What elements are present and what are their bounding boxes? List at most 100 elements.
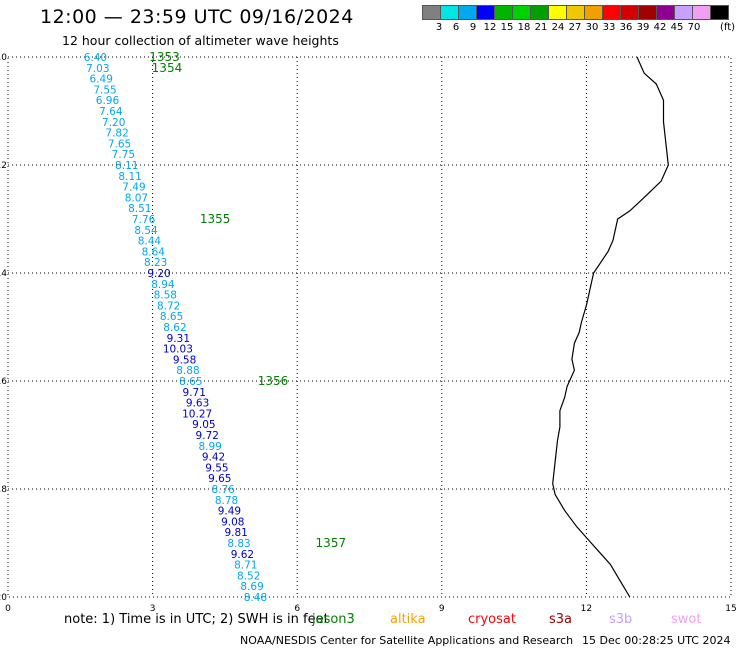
satellite-label-s3b: s3b — [609, 612, 633, 627]
x-tick-label: 6 — [294, 604, 300, 614]
y-tick-label: -10 — [0, 53, 7, 63]
swh-value-label: 8.11 — [118, 171, 141, 183]
y-tick-label: -12 — [0, 161, 7, 171]
x-tick-label: 15 — [725, 604, 736, 614]
swh-value-label: 8.62 — [163, 322, 186, 334]
orbit-number-label: 1354 — [152, 61, 183, 75]
coastline — [552, 56, 669, 598]
y-tick-label: -14 — [0, 269, 7, 279]
swh-value-label: 8.65 — [179, 376, 202, 388]
swh-value-label: 7.65 — [108, 138, 131, 150]
swh-value-label: 8.76 — [211, 484, 235, 496]
swh-value-label: 6.49 — [90, 74, 113, 86]
x-tick-label: 3 — [150, 604, 156, 614]
swh-value-label: 8.69 — [240, 581, 263, 593]
legend-label: 3 — [435, 22, 443, 33]
swh-value-label: 6.96 — [96, 95, 120, 107]
swh-value-label: 10.03 — [163, 344, 193, 356]
orbit-number-label: 1357 — [316, 536, 347, 550]
swh-value-label: 8.52 — [237, 570, 260, 582]
swh-value-label: 8.48 — [244, 592, 267, 604]
x-tick-label: 0 — [5, 604, 11, 614]
y-tick-label: -16 — [0, 377, 7, 387]
legend-label: 21 — [534, 22, 548, 33]
swh-value-label: 8.44 — [138, 236, 162, 248]
legend-label: 27 — [568, 22, 582, 33]
map-subtitle: 12 hour collection of altimeter wave hei… — [62, 33, 339, 48]
satellite-label-swot: swot — [671, 612, 702, 627]
swh-value-label: 8.23 — [144, 257, 167, 269]
swh-value-label: 9.05 — [192, 419, 215, 431]
map-frame — [7, 56, 732, 598]
legend-label: 24 — [551, 22, 565, 33]
swh-value-label: 8.71 — [234, 560, 257, 572]
swh-value-label: 7.20 — [102, 117, 125, 129]
generated-timestamp: 15 Dec 00:28:25 UTC 2024 — [582, 634, 731, 647]
swh-value-label: 7.76 — [132, 214, 156, 226]
legend-label: 36 — [619, 22, 633, 33]
orbit-number-label: 1356 — [258, 374, 289, 388]
swh-value-label: 8.58 — [154, 290, 177, 302]
y-tick-label: -18 — [0, 485, 7, 495]
swh-value-label: 8.88 — [176, 365, 199, 377]
swh-value-label: 9.55 — [205, 462, 228, 474]
swh-value-label: 7.64 — [99, 106, 123, 118]
legend-label: 30 — [585, 22, 599, 33]
satellite-label-s3a: s3a — [549, 612, 573, 627]
swh-value-label: 8.78 — [215, 495, 238, 507]
legend-label: 33 — [602, 22, 616, 33]
swh-value-label: 9.58 — [173, 354, 196, 366]
legend-unit: (ft) — [720, 22, 736, 33]
swh-value-label: 8.11 — [115, 160, 138, 172]
swh-value-label: 9.63 — [186, 398, 209, 410]
swh-value-label: 8.54 — [134, 225, 158, 237]
y-tick-label: -20 — [0, 593, 7, 603]
legend-labels: 3 6 9 12 15 18 21 24 27 30 33 36 39 42 45 70 — [422, 22, 728, 36]
x-tick-label: 9 — [439, 604, 445, 614]
satellite-label-cryosat: cryosat — [468, 612, 516, 627]
swh-value-label: 8.07 — [125, 192, 148, 204]
swh-value-label: 9.08 — [221, 516, 244, 528]
swh-value-label: 7.03 — [86, 63, 109, 75]
orbit-number-label: 1353 — [149, 50, 180, 64]
legend-label: 15 — [500, 22, 514, 33]
orbit-number-label: 1355 — [200, 212, 231, 226]
legend-label: 39 — [636, 22, 650, 33]
swh-value-label: 9.81 — [224, 527, 247, 539]
credit-text: NOAA/NESDIS Center for Satellite Applica… — [240, 634, 574, 647]
legend-label: 45 — [670, 22, 684, 33]
legend-label: 70 — [687, 22, 701, 33]
swh-value-label: 8.64 — [142, 246, 166, 258]
legend-label: 9 — [469, 22, 477, 33]
x-tick-label: 12 — [581, 604, 592, 614]
swh-value-label: 7.55 — [93, 84, 116, 96]
satellite-label-jason3: jason3 — [312, 612, 355, 627]
swh-value-label: 9.72 — [196, 430, 219, 442]
swh-value-label: 8.94 — [151, 279, 175, 291]
swh-value-label: 6.40 — [84, 52, 107, 64]
legend-swatch — [710, 5, 729, 20]
legend-label: 6 — [452, 22, 460, 33]
swh-value-label: 7.82 — [105, 128, 128, 140]
swh-value-label: 8.83 — [227, 538, 250, 550]
map-title: 12:00 — 23:59 UTC 09/16/2024 — [40, 6, 354, 28]
swh-value-label: 9.42 — [202, 452, 225, 464]
swh-value-label: 7.75 — [112, 149, 135, 161]
swh-value-label: 7.49 — [122, 182, 145, 194]
swh-value-label: 9.62 — [231, 549, 254, 561]
legend-label: 12 — [483, 22, 497, 33]
color-legend: 3 6 9 12 15 18 21 24 27 30 33 36 39 42 45 70 (ft) — [422, 5, 735, 36]
swh-value-label: 10.27 — [182, 408, 212, 420]
swh-value-label: 8.72 — [157, 300, 180, 312]
swh-value-label: 9.31 — [167, 333, 190, 345]
swh-value-label: 8.65 — [160, 311, 183, 323]
legend-label: 42 — [653, 22, 667, 33]
swh-value-label: 8.51 — [128, 203, 151, 215]
swh-value-label: 9.20 — [147, 268, 170, 280]
footnote: note: 1) Time is in UTC; 2) SWH is in fe… — [64, 612, 329, 627]
legend-label: 18 — [517, 22, 531, 33]
swh-value-label: 9.71 — [183, 387, 206, 399]
legend-swatches — [422, 5, 729, 20]
swh-value-label: 9.65 — [208, 473, 231, 485]
